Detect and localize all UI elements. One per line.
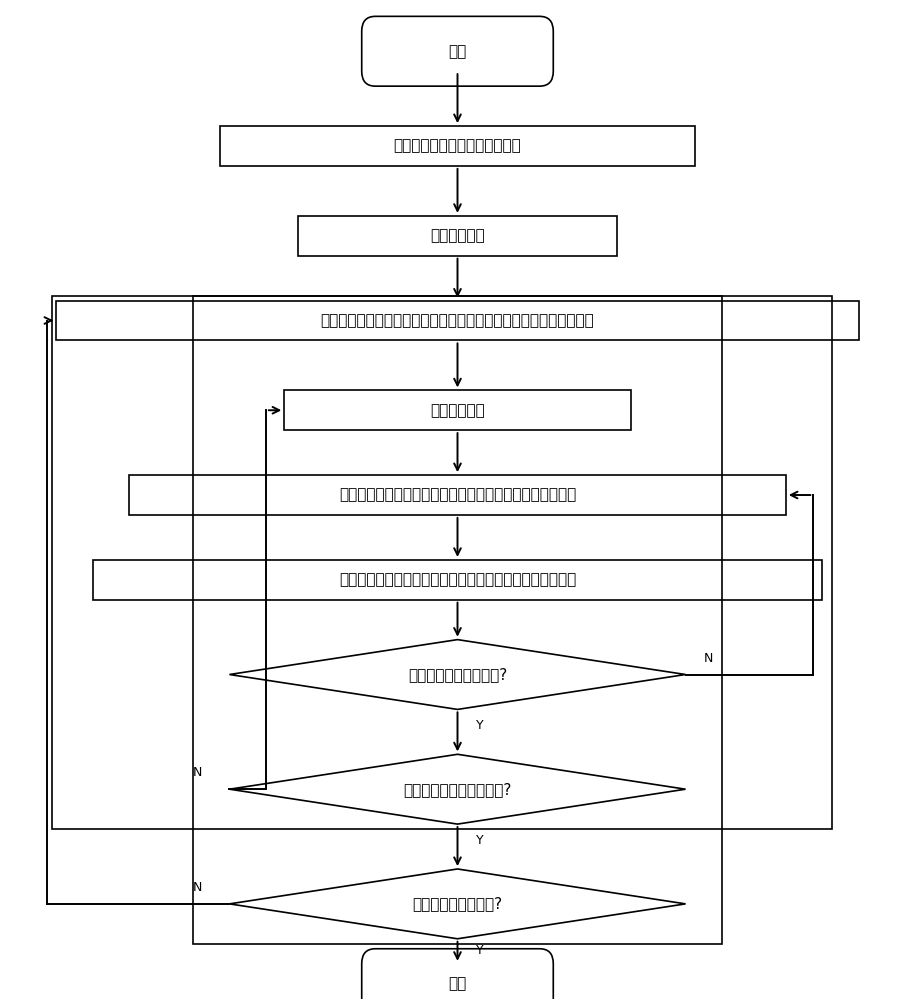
Text: 设定参考变量: 设定参考变量 [430,228,485,243]
Text: 所有表都输入完了吗?: 所有表都输入完了吗? [413,896,502,911]
Text: 输入一个截面: 输入一个截面 [430,403,485,418]
Text: Y: Y [476,719,483,732]
Bar [129,475,786,515]
FancyBboxPatch shape [361,949,554,1000]
Text: N: N [193,766,202,779]
Bar [298,216,617,256]
Polygon shape [230,869,685,939]
Text: 结束: 结束 [448,976,467,991]
Polygon shape [230,754,685,824]
Text: Y: Y [476,834,483,847]
Text: 所有截面输入都完成了吗?: 所有截面输入都完成了吗? [404,782,511,797]
Bar [92,560,823,600]
Text: 输入过渡态安全参数表号，备注: 输入过渡态安全参数表号，备注 [393,138,522,153]
Text: 输入参考变量的起始值、终止值、变化率及它们的警告和故障上下限: 输入参考变量的起始值、终止值、变化率及它们的警告和故障上下限 [320,313,595,328]
FancyBboxPatch shape [361,16,554,86]
Bar [221,126,694,166]
Text: 输入一个变量的起始值、终止值及它们的警告和故障上下限: 输入一个变量的起始值、终止值及它们的警告和故障上下限 [339,488,576,503]
Text: 开始: 开始 [448,44,467,59]
Bar [51,296,832,829]
Bar [193,296,722,944]
Text: 该截面变量输入完了吗?: 该截面变量输入完了吗? [408,667,507,682]
Text: N: N [193,881,202,894]
Text: N: N [704,652,713,665]
Bar [285,390,630,430]
Bar [56,301,859,340]
Text: 输入这个变量关于参考变量的函数关系或二维额定值数据表: 输入这个变量关于参考变量的函数关系或二维额定值数据表 [339,572,576,587]
Text: Y: Y [476,944,483,957]
Polygon shape [230,640,685,709]
